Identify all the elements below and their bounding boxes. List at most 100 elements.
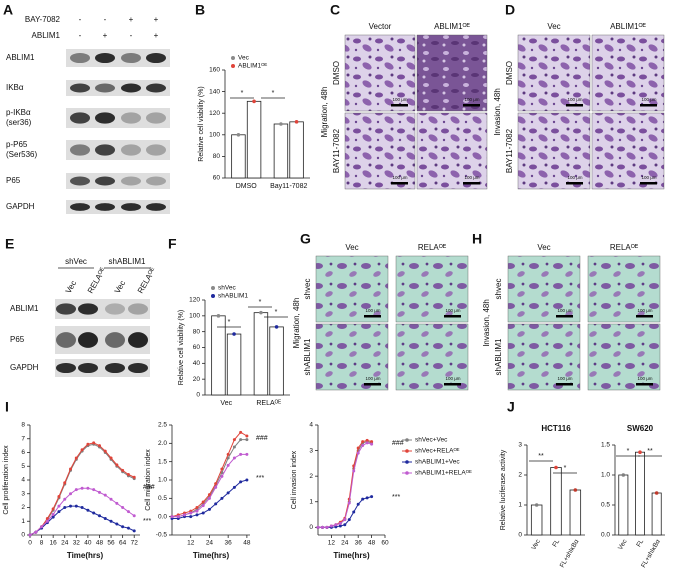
- point: [109, 497, 113, 501]
- y-tick-label: 1.0: [158, 477, 167, 484]
- x-axis-label: Time(hrs): [67, 551, 104, 560]
- micrograph: [395, 255, 469, 323]
- point: [232, 456, 236, 460]
- blot-band: [128, 332, 148, 348]
- row-label: DMSO: [505, 61, 514, 85]
- x-tick-label: 36: [225, 540, 233, 547]
- annotation: *: [272, 90, 275, 97]
- legend-swatch: [405, 449, 409, 453]
- blot-band: [146, 83, 166, 93]
- point: [239, 480, 243, 484]
- x-tick-label: FL: [635, 538, 645, 548]
- row-label: BAY11-7082: [332, 128, 341, 173]
- point: [361, 440, 365, 444]
- point: [86, 442, 90, 446]
- point: [207, 496, 211, 500]
- x-tick-label: 72: [131, 540, 139, 547]
- y-axis-label: Cell migration index: [145, 449, 152, 511]
- annotation: *: [275, 309, 278, 316]
- point: [334, 523, 338, 527]
- scale-bar-label: 100 μm: [392, 97, 407, 102]
- assay-label: Invasion, 48h: [482, 299, 491, 347]
- point: [352, 510, 356, 514]
- blot-label: (ser36): [6, 118, 32, 127]
- y-tick-label: 4: [309, 422, 313, 429]
- point: [245, 452, 249, 456]
- legend-label: Vec: [238, 55, 250, 62]
- y-tick-label: 1.5: [601, 442, 610, 449]
- treatment-sign: -: [79, 31, 82, 40]
- micrograph: [315, 255, 389, 323]
- point: [232, 445, 236, 449]
- point: [132, 529, 136, 533]
- bar-dot: [654, 491, 659, 495]
- panel-letter: A: [3, 2, 13, 18]
- x-tick-label: 12: [187, 540, 195, 547]
- point: [361, 443, 365, 447]
- scale-bar-label: 100 μm: [641, 175, 656, 180]
- bar-dot: [554, 465, 558, 470]
- legend-swatch: [405, 460, 409, 464]
- point: [320, 525, 324, 529]
- bar: [618, 474, 629, 536]
- scale-bar: [640, 182, 657, 185]
- point: [201, 504, 205, 508]
- point: [115, 522, 119, 526]
- point: [74, 504, 78, 508]
- y-tick-label: 20: [193, 376, 201, 383]
- point: [356, 451, 360, 455]
- scale-bar: [636, 383, 653, 386]
- x-tick-label: Bay11-7082: [270, 183, 307, 190]
- annotation: **: [647, 448, 653, 455]
- point: [109, 456, 113, 460]
- bar: [651, 492, 662, 536]
- legend-swatch: [211, 294, 215, 298]
- point: [97, 514, 101, 518]
- annotation: *: [228, 319, 231, 326]
- y-axis-label: Relative cell viability (%): [198, 86, 205, 161]
- x-tick-label: 24: [206, 540, 214, 547]
- scale-bar-label: 100 μm: [464, 175, 479, 180]
- bar: [530, 504, 543, 536]
- point: [347, 501, 351, 505]
- point: [338, 521, 342, 525]
- point: [74, 456, 78, 460]
- point: [182, 513, 186, 517]
- micrograph: [416, 112, 488, 190]
- bar: [550, 467, 562, 536]
- point: [51, 512, 55, 516]
- point: [69, 467, 73, 471]
- point: [316, 525, 320, 529]
- legend-swatch: [405, 438, 409, 442]
- scale-bar: [391, 104, 408, 107]
- y-tick-label: 3: [309, 447, 313, 454]
- x-tick-label: Vec: [530, 538, 542, 552]
- annotation: ###: [392, 440, 404, 447]
- x-tick-label: 40: [84, 540, 92, 547]
- point: [80, 506, 84, 509]
- point: [74, 488, 78, 492]
- point: [51, 515, 55, 519]
- point: [365, 441, 369, 445]
- annotation: *: [627, 448, 630, 455]
- blot-strip: [66, 173, 170, 189]
- annotation: ###: [143, 484, 155, 491]
- point: [226, 491, 230, 495]
- bar: [226, 333, 242, 396]
- scale-bar-label: 100 μm: [637, 376, 652, 381]
- bar: [211, 315, 226, 396]
- point: [57, 495, 61, 498]
- scale-bar-label: 100 μm: [445, 308, 460, 313]
- row-label: DMSO: [332, 61, 341, 85]
- blot-band: [146, 52, 166, 64]
- panel-letter: B: [195, 2, 205, 18]
- legend-swatch: [231, 56, 235, 60]
- x-tick-label: Vec: [220, 400, 232, 407]
- legend-label: shVec: [218, 285, 236, 292]
- blot-band: [121, 203, 141, 211]
- blot-band: [105, 303, 125, 315]
- point: [28, 533, 32, 537]
- column-header: RELAᴼᴱ: [418, 243, 447, 252]
- blot-band: [78, 303, 98, 315]
